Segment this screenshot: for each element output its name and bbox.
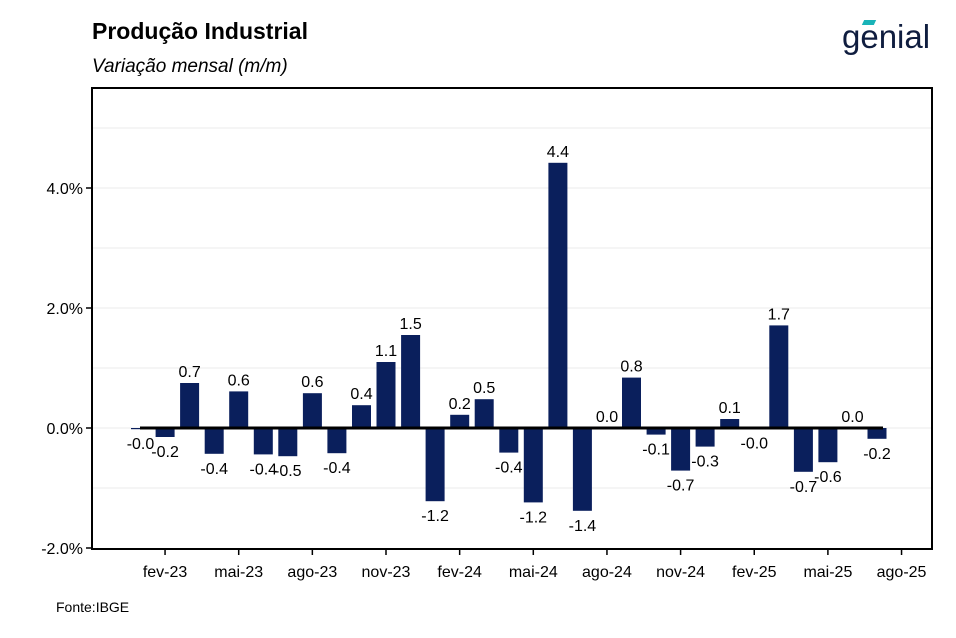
bar	[818, 428, 838, 463]
x-tick-label: fev-25	[732, 564, 777, 581]
bar	[352, 405, 371, 428]
bar	[180, 383, 200, 428]
data-label: 0.7	[178, 364, 200, 381]
y-tick-label: 0.0%	[47, 421, 83, 438]
bar	[720, 419, 740, 428]
data-label: 0.0	[596, 409, 618, 426]
source-note: Fonte:IBGE	[56, 599, 130, 615]
x-tick-label: mai-23	[214, 564, 263, 581]
data-label: -0.7	[790, 479, 818, 496]
bar	[401, 335, 421, 428]
x-tick-label: mai-24	[509, 564, 558, 581]
bar	[548, 162, 568, 429]
bar	[572, 428, 592, 511]
logo-text: genial	[842, 18, 931, 55]
x-tick-label: ago-24	[582, 564, 632, 581]
bar	[793, 428, 813, 472]
data-label: -1.2	[421, 508, 449, 525]
bar	[769, 325, 789, 428]
bar	[867, 428, 887, 439]
data-label: -0.2	[151, 444, 179, 461]
bar	[253, 428, 273, 455]
data-label: 0.2	[449, 396, 471, 413]
data-labels: -0.0-0.20.7-0.40.6-0.4-0.50.6-0.40.41.11…	[127, 144, 891, 535]
data-label: -0.7	[667, 478, 695, 495]
data-label: -0.0	[127, 436, 155, 453]
data-label: -0.4	[250, 461, 278, 478]
x-tick-label: nov-23	[362, 564, 411, 581]
data-label: -0.4	[200, 461, 228, 478]
x-tick-label: ago-25	[877, 564, 927, 581]
data-label: 0.6	[301, 374, 323, 391]
bar	[425, 428, 445, 502]
bar	[229, 391, 249, 428]
plot-border	[91, 87, 933, 550]
data-label: -0.2	[863, 446, 891, 463]
data-label: 0.4	[350, 386, 372, 403]
axes: -2.0% 0.0% 2.0% 4.0% fev-23 mai-23 ago-23 nov-2…	[41, 87, 933, 581]
bar	[278, 428, 298, 457]
data-label: -0.3	[691, 454, 719, 471]
bar	[450, 414, 470, 428]
data-label: 0.8	[620, 359, 642, 376]
y-tick-label: 4.0%	[47, 181, 83, 198]
data-label: -0.0	[741, 436, 769, 453]
data-label: -0.4	[495, 460, 523, 477]
data-label: 4.4	[547, 144, 569, 161]
data-label: -1.4	[569, 518, 597, 535]
data-label: -0.1	[642, 442, 670, 459]
bar	[695, 428, 715, 447]
x-tick-label: mai-25	[803, 564, 852, 581]
bar	[327, 428, 347, 454]
bar	[646, 428, 666, 435]
data-label: 0.1	[719, 400, 741, 417]
genial-logo: genial	[842, 18, 930, 56]
x-tick-label: fev-23	[143, 564, 188, 581]
data-label: -1.2	[520, 509, 548, 526]
bar	[523, 428, 543, 503]
data-label: 0.6	[228, 372, 250, 389]
data-label: -0.5	[274, 463, 302, 480]
y-tick-label: -2.0%	[41, 541, 83, 558]
chart-title: Produção Industrial	[92, 18, 308, 44]
bar	[622, 377, 641, 428]
x-tick-label: fev-24	[437, 564, 482, 581]
bars	[131, 162, 887, 511]
data-label: 1.1	[375, 343, 397, 360]
data-label: -0.6	[814, 469, 842, 486]
grid-lines	[92, 127, 932, 489]
data-label: 0.0	[841, 409, 863, 426]
bar	[204, 428, 224, 454]
bar	[499, 428, 519, 453]
bar	[376, 362, 396, 428]
chart-subtitle: Variação mensal (m/m)	[92, 56, 288, 77]
data-label: 0.5	[473, 380, 495, 397]
bar	[155, 428, 175, 437]
bar	[302, 393, 322, 428]
x-tick-label: ago-23	[287, 564, 337, 581]
x-tick-label: nov-24	[656, 564, 705, 581]
data-label: 1.7	[768, 306, 790, 323]
y-tick-label: 2.0%	[47, 301, 83, 318]
data-label: 1.5	[399, 316, 421, 333]
bar	[474, 399, 494, 428]
data-label: -0.4	[323, 460, 351, 477]
bar	[671, 428, 691, 471]
